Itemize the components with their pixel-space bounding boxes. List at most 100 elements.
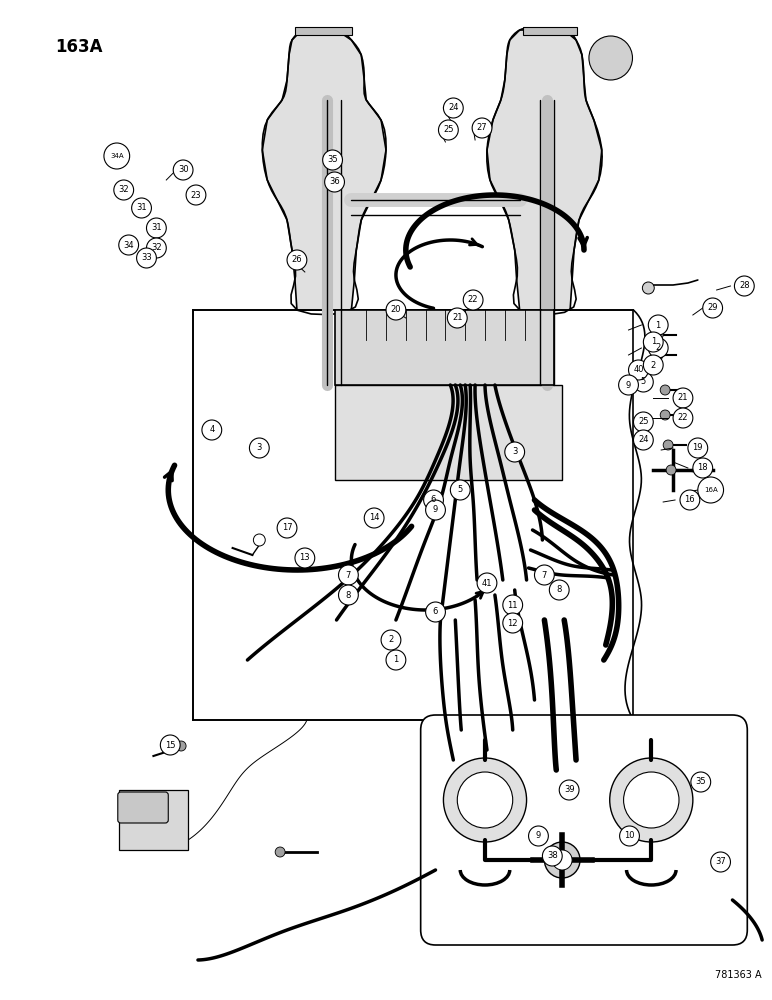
Circle shape [323,150,343,170]
Text: 16A: 16A [704,487,717,493]
Circle shape [325,172,344,192]
Circle shape [673,388,692,408]
Circle shape [543,846,562,866]
Text: 36: 36 [329,178,340,186]
Text: 9: 9 [536,832,541,840]
Circle shape [559,780,579,800]
Text: 163A: 163A [56,38,103,56]
Text: 41: 41 [482,578,493,587]
Circle shape [438,120,459,140]
Circle shape [386,300,406,320]
Circle shape [691,772,711,792]
Circle shape [529,826,548,846]
Circle shape [666,465,676,475]
Text: 30: 30 [178,165,188,174]
Circle shape [176,741,186,751]
Polygon shape [262,30,386,310]
Text: 34A: 34A [110,153,124,159]
Text: 11: 11 [507,600,518,609]
Circle shape [503,595,523,615]
Circle shape [544,842,580,878]
Text: 2: 2 [388,636,394,645]
Circle shape [653,330,663,340]
Circle shape [534,565,554,585]
Text: 19: 19 [692,444,703,452]
Text: 32: 32 [118,186,129,194]
Circle shape [381,630,401,650]
Text: 31: 31 [151,224,161,232]
Circle shape [688,438,708,458]
Circle shape [364,508,384,528]
Circle shape [589,36,632,80]
Circle shape [550,580,569,600]
Text: 21: 21 [678,393,688,402]
Text: 3: 3 [256,444,262,452]
Text: 29: 29 [707,304,718,312]
Text: 26: 26 [292,255,303,264]
Circle shape [653,350,663,360]
Circle shape [186,185,206,205]
Circle shape [734,276,754,296]
Circle shape [104,143,130,169]
Circle shape [386,650,406,670]
Circle shape [610,758,692,842]
Text: 7: 7 [542,570,547,580]
Circle shape [692,458,713,478]
FancyBboxPatch shape [334,385,562,480]
Circle shape [443,758,527,842]
Text: 1: 1 [655,320,661,330]
Text: 1: 1 [393,656,398,664]
Circle shape [624,772,679,828]
Text: 31: 31 [136,204,147,213]
Text: 15: 15 [165,740,175,750]
Polygon shape [119,790,188,850]
Text: 35: 35 [327,155,338,164]
Text: 22: 22 [468,296,479,304]
Text: 18: 18 [697,464,708,473]
Text: 25: 25 [443,125,454,134]
Circle shape [463,290,483,310]
Circle shape [287,250,306,270]
Circle shape [648,315,668,335]
Circle shape [663,440,673,450]
Circle shape [503,613,523,633]
Text: 34: 34 [124,240,134,249]
Text: 23: 23 [191,190,201,200]
Circle shape [643,332,663,352]
Circle shape [132,198,151,218]
Text: 13: 13 [300,554,310,562]
Text: 14: 14 [369,514,379,522]
Circle shape [448,308,467,328]
Text: 6: 6 [431,495,436,504]
Text: 12: 12 [507,618,518,628]
Text: 4: 4 [209,426,215,434]
Circle shape [147,238,166,258]
Text: 2: 2 [651,360,656,369]
Text: 9: 9 [626,380,631,389]
Text: 8: 8 [346,590,351,599]
Text: 38: 38 [547,852,557,860]
Text: 16: 16 [685,495,696,504]
Circle shape [173,160,193,180]
Circle shape [660,385,670,395]
Circle shape [618,375,638,395]
Text: 8: 8 [557,585,562,594]
Circle shape [443,98,463,118]
Circle shape [275,847,285,857]
Text: 5: 5 [458,486,463,494]
Text: 6: 6 [433,607,438,616]
Circle shape [202,420,222,440]
Circle shape [648,338,668,358]
Text: 22: 22 [678,414,688,422]
Circle shape [277,518,297,538]
Text: 32: 32 [151,243,161,252]
Circle shape [457,772,513,828]
Circle shape [249,438,269,458]
Circle shape [505,442,525,462]
FancyBboxPatch shape [523,27,577,35]
Circle shape [628,360,648,380]
Circle shape [620,826,639,846]
Text: 40: 40 [633,365,644,374]
FancyBboxPatch shape [334,310,554,385]
Circle shape [643,355,663,375]
